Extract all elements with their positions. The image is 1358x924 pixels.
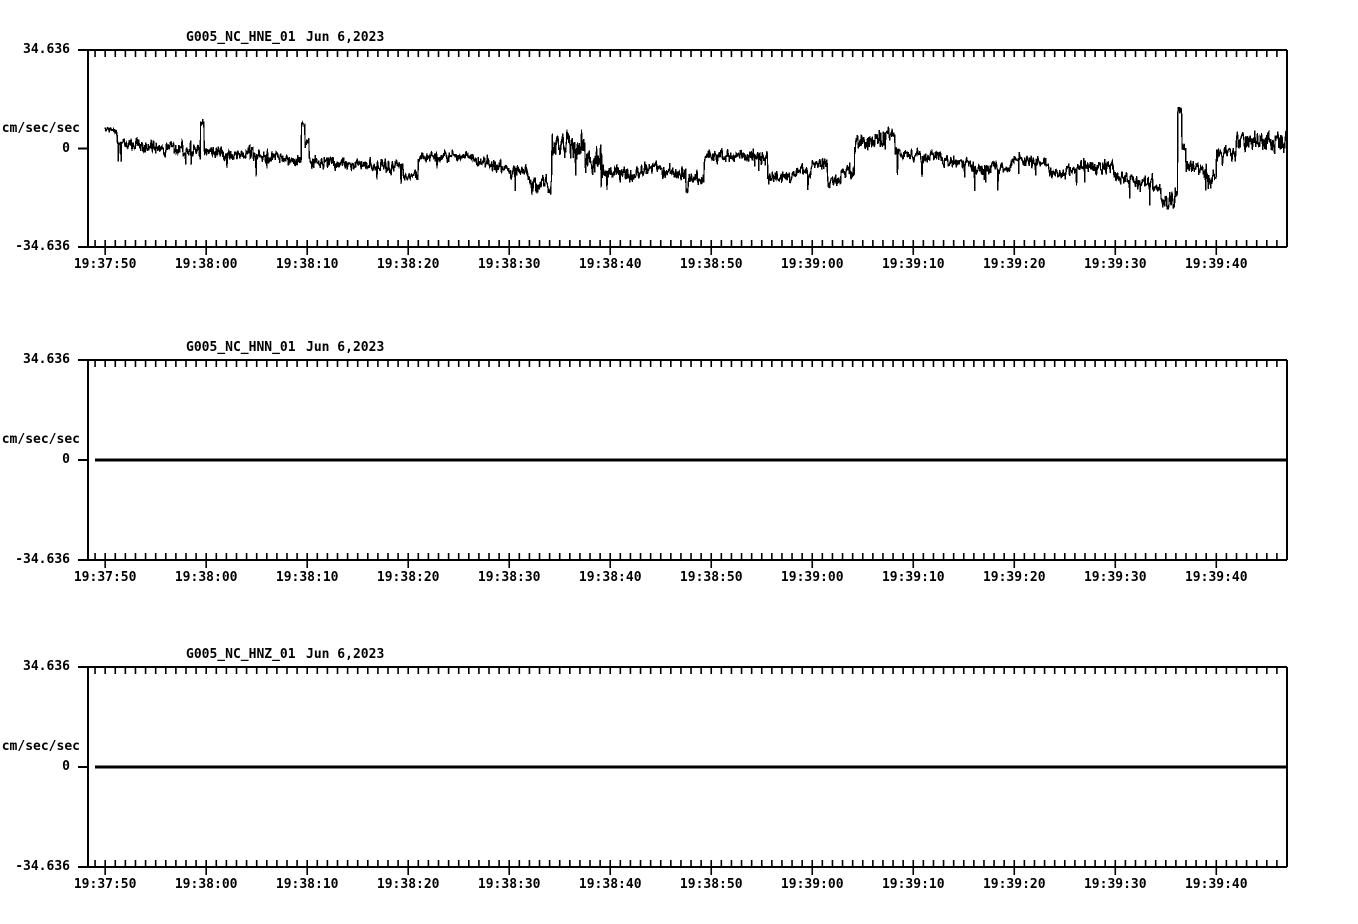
- x-axis-tick-label: 19:38:50: [679, 877, 743, 892]
- panel-title: G005_NC_HNZ_01: [186, 647, 296, 662]
- x-axis-tick-label: 19:38:20: [376, 570, 440, 585]
- x-axis-tick-label: 19:38:20: [376, 877, 440, 892]
- x-axis-tick-label: 19:38:10: [275, 570, 339, 585]
- x-axis-tick-label: 19:38:10: [275, 877, 339, 892]
- x-axis-tick-label: 19:39:20: [982, 570, 1046, 585]
- y-axis-max-label: 34.636: [23, 352, 70, 367]
- panel-date: Jun 6,2023: [306, 340, 385, 355]
- x-axis-tick-label: 19:39:00: [780, 877, 844, 892]
- y-axis-unit-label: cm/sec/sec: [1, 739, 80, 754]
- y-axis-min-label: -34.636: [15, 239, 70, 254]
- x-axis-tick-label: 19:38:30: [477, 570, 541, 585]
- x-axis-tick-label: 19:38:00: [174, 570, 238, 585]
- x-axis-tick-label: 19:37:50: [73, 570, 137, 585]
- x-axis-tick-label: 19:39:30: [1083, 877, 1147, 892]
- y-axis-unit-label: cm/sec/sec: [1, 432, 80, 447]
- x-axis-tick-label: 19:38:30: [477, 877, 541, 892]
- x-axis-tick-label: 19:39:30: [1083, 570, 1147, 585]
- x-axis-tick-label: 19:38:00: [174, 877, 238, 892]
- y-axis-max-label: 34.636: [23, 659, 70, 674]
- waveform-trace: [104, 106, 1288, 210]
- x-axis-tick-label: 19:39:10: [881, 877, 945, 892]
- y-axis-max-label: 34.636: [23, 42, 70, 57]
- panel-title: G005_NC_HNE_01: [186, 30, 296, 45]
- x-axis-tick-label: 19:39:10: [881, 257, 945, 272]
- x-axis-tick-label: 19:39:00: [780, 257, 844, 272]
- x-axis-tick-label: 19:39:40: [1184, 570, 1248, 585]
- x-axis-tick-label: 19:37:50: [73, 257, 137, 272]
- panel-date: Jun 6,2023: [306, 30, 385, 45]
- x-axis-tick-label: 19:38:40: [578, 877, 642, 892]
- x-axis-tick-label: 19:38:10: [275, 257, 339, 272]
- x-axis-tick-label: 19:38:50: [679, 570, 743, 585]
- x-axis-tick-label: 19:38:40: [578, 570, 642, 585]
- x-axis-tick-label: 19:39:30: [1083, 257, 1147, 272]
- x-axis-tick-label: 19:39:10: [881, 570, 945, 585]
- x-axis-tick-label: 19:38:00: [174, 257, 238, 272]
- y-axis-zero-label: 0: [62, 140, 70, 156]
- x-axis-tick-label: 19:39:40: [1184, 877, 1248, 892]
- x-axis-tick-label: 19:38:40: [578, 257, 642, 272]
- x-axis-tick-label: 19:38:20: [376, 257, 440, 272]
- x-axis-tick-label: 19:39:20: [982, 877, 1046, 892]
- plot-area: [78, 359, 1288, 568]
- plot-area: [78, 49, 1288, 255]
- y-axis-min-label: -34.636: [15, 552, 70, 567]
- x-axis-tick-label: 19:38:50: [679, 257, 743, 272]
- x-axis-tick-label: 19:39:00: [780, 570, 844, 585]
- y-axis-zero-label: 0: [62, 452, 70, 467]
- x-axis-tick-label: 19:39:20: [982, 257, 1046, 272]
- plot-area: [78, 666, 1288, 875]
- y-axis-unit-label: cm/sec/sec: [1, 120, 80, 136]
- panel-date: Jun 6,2023: [306, 647, 385, 662]
- y-axis-min-label: -34.636: [15, 859, 70, 874]
- panel-title: G005_NC_HNN_01: [186, 340, 296, 355]
- x-axis-tick-label: 19:37:50: [73, 877, 137, 892]
- y-axis-zero-label: 0: [62, 759, 70, 774]
- x-axis-tick-label: 19:38:30: [477, 257, 541, 272]
- x-axis-tick-label: 19:39:40: [1184, 257, 1248, 272]
